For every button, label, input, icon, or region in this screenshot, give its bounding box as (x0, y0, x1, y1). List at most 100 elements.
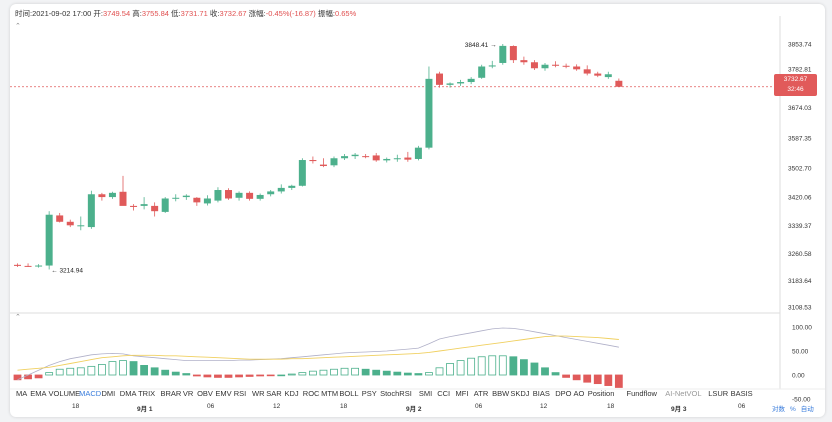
indicator-axis-tick: 0.00 (792, 373, 805, 380)
macd-histogram-bar (235, 374, 243, 378)
price-axis-tick: 3183.64 (788, 278, 812, 285)
indicator-tab[interactable]: WR (252, 389, 265, 398)
macd-histogram-bar (488, 355, 497, 376)
indicator-tab[interactable]: ROC (302, 389, 320, 398)
chart-window: 时间:2021-09-02 17:00 开:3749.54 高:3755.84 … (10, 4, 825, 417)
macd-histogram-bar (87, 365, 96, 376)
indicator-tab[interactable]: SMI (418, 389, 433, 398)
macd-histogram-bar (414, 373, 423, 376)
indicator-tab[interactable]: MACD (79, 389, 102, 398)
candle-body (161, 198, 169, 212)
candle-body (203, 198, 211, 204)
candle-body (425, 78, 433, 148)
macd-histogram-bar (519, 359, 528, 376)
info-close: 3732.67 (219, 9, 247, 18)
candle-countdown: 32:46 (787, 86, 804, 93)
indicator-tab[interactable]: Fundflow (626, 389, 657, 398)
indicator-tab[interactable]: MTM (321, 389, 339, 398)
time-axis-label: 06 (475, 403, 483, 410)
chevron-up-icon[interactable]: ⌃ (15, 23, 21, 30)
indicator-tab[interactable]: SAR (266, 389, 282, 398)
indicator-tab[interactable]: AI-NetVOL (665, 389, 702, 398)
info-open: 3749.54 (103, 9, 131, 18)
macd-histogram-bar (393, 371, 402, 376)
macd-histogram-bar (119, 360, 127, 376)
chevron-up-icon[interactable]: ⌃ (15, 314, 21, 321)
indicator-tab[interactable]: BOLL (339, 389, 359, 398)
scale-option[interactable]: % (790, 406, 796, 413)
candle-body (488, 65, 496, 67)
price-axis-tick: 3260.58 (788, 251, 812, 258)
candle-body (277, 187, 285, 192)
time-axis-label: 06 (738, 403, 746, 410)
candle-body (583, 69, 591, 74)
candle-body (478, 66, 486, 78)
time-axis-label: 18 (607, 403, 615, 410)
indicator-tab[interactable]: StochRSI (380, 389, 412, 398)
candle-body (499, 45, 507, 63)
time-axis-label: 9月 1 (137, 406, 153, 413)
candle-body (341, 156, 349, 159)
indicator-tab[interactable]: RSI (233, 389, 247, 398)
indicator-tab[interactable]: BBW (492, 389, 510, 398)
candle-body (319, 164, 327, 167)
macd-histogram-bar (98, 364, 106, 376)
scale-option[interactable]: 自动 (800, 406, 814, 413)
macd-histogram-bar (351, 367, 360, 376)
indicator-tab[interactable]: DPO (555, 389, 572, 398)
indicator-tab[interactable]: DMI (101, 389, 116, 398)
candle-body (604, 74, 612, 78)
indicator-tab[interactable]: BIAS (532, 389, 550, 398)
indicator-tab[interactable]: BRAR (160, 389, 182, 398)
macd-histogram-bar (76, 367, 85, 376)
indicator-tab[interactable]: MFI (455, 389, 469, 398)
macd-histogram-bar (583, 374, 592, 383)
macd-histogram-bar (340, 367, 349, 376)
candle-body (436, 73, 443, 85)
indicator-tab[interactable]: AO (573, 389, 585, 398)
macd-histogram-bar (330, 368, 338, 376)
chart-canvas[interactable]: 3853.74 3782.81 3674.03 3587.35 3502.70 3420.… (10, 4, 825, 417)
indicator-tab[interactable]: EMV (215, 389, 232, 398)
price-axis-tick: 3339.37 (788, 223, 812, 230)
indicator-tab[interactable]: LSUR (708, 389, 729, 398)
time-axis-label: 12 (540, 403, 548, 410)
candle-body (130, 205, 138, 207)
macd-histogram-bar (150, 367, 159, 376)
indicator-tab[interactable]: VR (182, 389, 194, 398)
macd-histogram-bar (256, 374, 265, 377)
indicator-tab[interactable]: CCI (437, 389, 451, 398)
indicator-tab[interactable]: EMA (30, 389, 47, 398)
macd-histogram-bar (277, 374, 286, 377)
candle-body (66, 221, 74, 226)
macd-histogram-bar (425, 372, 433, 376)
candle-body (530, 62, 538, 69)
indicator-tab[interactable]: KDJ (284, 389, 299, 398)
macd-histogram-bar (24, 374, 32, 380)
indicator-tab[interactable]: TRIX (138, 389, 156, 398)
macd-histogram-bar (435, 367, 444, 376)
indicator-tab[interactable]: VOLUME (48, 389, 81, 398)
indicator-tab[interactable]: BASIS (730, 389, 753, 398)
time-axis-label: 9月 2 (406, 406, 422, 413)
indicator-axis-tick: 50.00 (792, 349, 809, 356)
time-axis-label: 06 (207, 403, 215, 410)
indicator-tab[interactable]: DMA (119, 389, 137, 398)
info-high: 3755.84 (141, 9, 169, 18)
scale-option[interactable]: 对数 (772, 406, 785, 413)
indicator-tab[interactable]: MA (16, 389, 28, 398)
macd-histogram-bar (530, 362, 539, 376)
candle-body (552, 64, 560, 66)
indicator-tab[interactable]: PSY (361, 389, 377, 398)
candle-body (309, 160, 317, 162)
time-axis-label: 18 (340, 403, 348, 410)
indicator-tab[interactable]: Position (587, 389, 615, 398)
indicator-tab[interactable]: OBV (197, 389, 213, 398)
candle-body (404, 157, 412, 160)
ohlc-info-bar: 时间:2021-09-02 17:00 开:3749.54 高:3755.84 … (15, 9, 357, 18)
indicator-tab[interactable]: SKDJ (510, 389, 530, 398)
indicator-tab[interactable]: ATR (473, 389, 489, 398)
macd-histogram-bar (266, 374, 275, 377)
info-amplitude: 0.65% (334, 9, 357, 18)
macd-histogram-bar (604, 374, 613, 386)
